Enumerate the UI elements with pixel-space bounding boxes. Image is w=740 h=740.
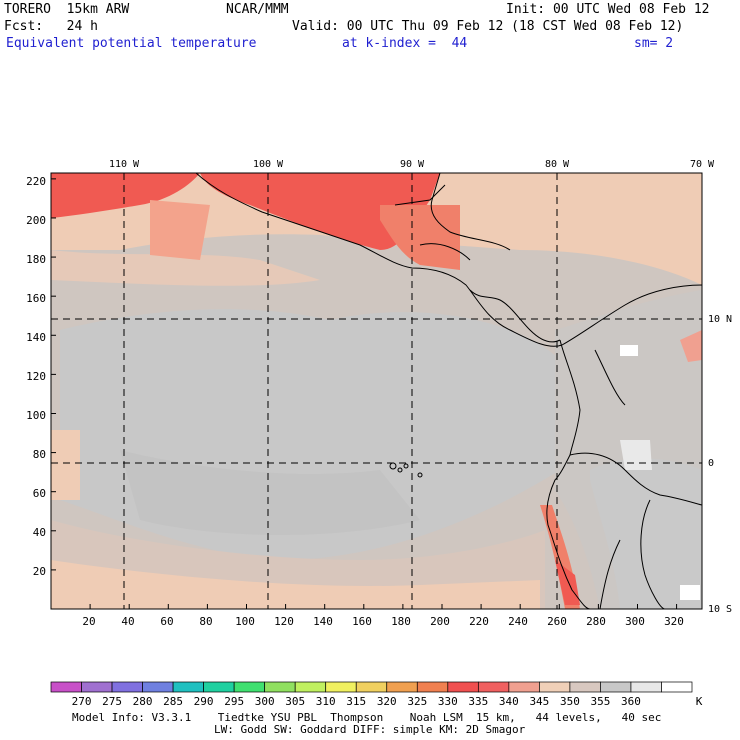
colorbar-label: 300: [255, 695, 275, 708]
x-label: 320: [664, 615, 684, 628]
colorbar-swatch: [416, 681, 449, 693]
colorbar-swatch: [50, 681, 82, 693]
colorbar-swatch: [539, 681, 571, 693]
colorbar-label: 340: [499, 695, 519, 708]
colorbar-swatch: [508, 681, 540, 693]
colorbar-label: 290: [194, 695, 214, 708]
x-label: 220: [469, 615, 489, 628]
y-label: 60: [33, 487, 46, 500]
lat-label-10s: 10 S: [708, 604, 732, 615]
coastlines: [195, 173, 702, 609]
colorbar-label: 350: [560, 695, 580, 708]
lon-label-100w: 100 W: [253, 159, 284, 170]
y-label: 20: [33, 565, 46, 578]
colorbar-swatch: [81, 681, 113, 693]
colorbar-swatch: [447, 681, 479, 693]
lat-label-0: 0: [708, 458, 714, 469]
colorbar-swatch: [477, 681, 510, 693]
colorbar-swatch: [569, 681, 601, 693]
x-label: 240: [508, 615, 528, 628]
graticule: [51, 173, 702, 609]
model-info: Model Info: V3.3.1 Tiedtke YSU PBL Thomp…: [72, 711, 662, 724]
colorbar-label: 280: [133, 695, 153, 708]
y-label: 200: [26, 214, 46, 227]
y-label: 80: [33, 448, 46, 461]
lat-label-10n: 10 N: [708, 314, 732, 325]
colorbar-label: 270: [72, 695, 92, 708]
colorbar-swatch: [142, 681, 174, 693]
x-label: 300: [625, 615, 645, 628]
colorbar-swatch: [264, 681, 296, 693]
x-label: 60: [160, 615, 173, 628]
x-label: 200: [430, 615, 450, 628]
lon-label-90w: 90 W: [400, 159, 425, 170]
colorbar-swatch: [294, 681, 327, 693]
theta-e-field: [51, 173, 702, 609]
y-label: 140: [26, 331, 46, 344]
x-label: 100: [235, 615, 255, 628]
valid-time: Valid: 00 UTC Thu 09 Feb 12 (18 CST Wed …: [292, 19, 684, 34]
colorbar-swatch: [386, 681, 418, 693]
grid-ticks: [51, 178, 678, 609]
colorbar-label: 335: [468, 695, 488, 708]
level-label: at k-index = 44: [342, 36, 468, 51]
x-label: 180: [391, 615, 411, 628]
colorbar-unit: K: [696, 695, 703, 708]
colorbar-label: 330: [438, 695, 458, 708]
forecast-hour: Fcst: 24 h: [4, 19, 98, 34]
colorbar-swatch: [630, 681, 662, 693]
x-label: 120: [274, 615, 294, 628]
model-physics: LW: Godd SW: Goddard DIFF: simple KM: 2D…: [214, 723, 526, 736]
model-title: TORERO 15km ARW: [4, 2, 130, 17]
x-label: 260: [547, 615, 567, 628]
colorbar-label: 325: [407, 695, 427, 708]
colorbar-swatch: [661, 681, 693, 693]
colorbar-label: 345: [529, 695, 549, 708]
y-label: 220: [26, 175, 46, 188]
center-label: NCAR/MMM: [226, 2, 289, 17]
x-label: 40: [121, 615, 134, 628]
x-label: 80: [199, 615, 212, 628]
colorbar-label: 305: [285, 695, 305, 708]
field-name: Equivalent potential temperature: [6, 36, 257, 51]
colorbar-swatch: [325, 681, 357, 693]
colorbar-label: 310: [316, 695, 336, 708]
y-label: 180: [26, 253, 46, 266]
y-label: 120: [26, 370, 46, 383]
colorbar-swatch: [233, 681, 266, 693]
colorbar-labels: 270 275 280 285 290 295 300 305 310 315 320 325 330 3…: [72, 695, 641, 708]
lon-label-110w: 110 W: [109, 159, 140, 170]
x-label: 140: [313, 615, 333, 628]
y-label: 160: [26, 292, 46, 305]
x-label: 160: [352, 615, 372, 628]
colorbar-label: 360: [621, 695, 641, 708]
colorbar-swatch: [111, 681, 143, 693]
colorbar-swatch: [355, 681, 388, 693]
colorbar-swatch: [203, 681, 235, 693]
y-label: 100: [26, 409, 46, 422]
colorbar-label: 315: [346, 695, 366, 708]
colorbar-label: 320: [377, 695, 397, 708]
colorbar-label: 285: [163, 695, 183, 708]
colorbar-label: 295: [224, 695, 244, 708]
colorbar-swatch: [172, 681, 204, 693]
colorbar: [50, 681, 693, 693]
x-label: 20: [82, 615, 95, 628]
colorbar-swatch: [600, 681, 632, 693]
smoothing-label: sm= 2: [634, 36, 674, 51]
init-time: Init: 00 UTC Wed 08 Feb 12: [506, 2, 710, 17]
x-label: 280: [586, 615, 606, 628]
y-label: 40: [33, 526, 46, 539]
colorbar-label: 275: [102, 695, 122, 708]
lon-label-70w: 70 W: [690, 159, 715, 170]
lon-label-80w: 80 W: [545, 159, 570, 170]
map-frame: [50, 172, 703, 610]
colorbar-label: 355: [590, 695, 610, 708]
